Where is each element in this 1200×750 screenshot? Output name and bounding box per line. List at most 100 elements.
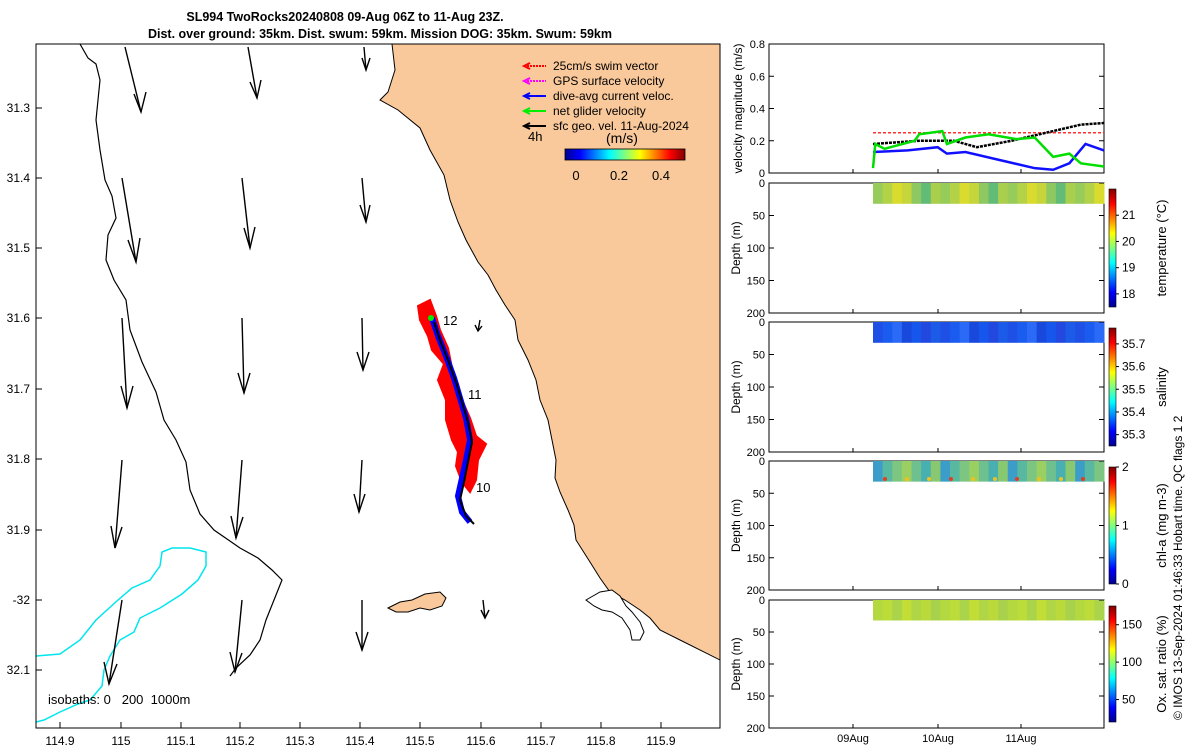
chl-a-hotspot	[905, 477, 909, 482]
chl-a-profile-cell	[1055, 461, 1066, 482]
geo-arrow	[361, 46, 371, 73]
chl-a-hotspot	[1059, 477, 1063, 482]
oxygen-profile-cell	[1065, 600, 1076, 621]
credit-text: © IMOS 13-Sep-2024 01:46:33 Hobart time.…	[1171, 415, 1185, 720]
colorbar-tick: 0	[572, 168, 579, 183]
oxygen-profile-cell	[998, 600, 1009, 621]
oxygen-panel-frame	[768, 599, 1105, 729]
map-x-tick-label: 115	[111, 734, 130, 748]
chl-a-colorbar	[1108, 466, 1117, 585]
depth-tick-label: 100	[747, 382, 765, 394]
temperature-profile-cell	[892, 183, 903, 204]
depth-axis-label: Depth (m)	[729, 360, 743, 413]
colorbar-tick-label: 35.6	[1122, 360, 1146, 374]
chl-a-profile-cell	[998, 461, 1009, 482]
map-x-tick-label: 115.7	[526, 734, 555, 748]
map-y-axis: 31.3 31.4 31.5 31.6 31.7 31.8 31.9 -32 32.1	[7, 101, 42, 677]
chl-a-profile-cell	[921, 461, 932, 482]
map-y-tick-label: 31.6	[7, 311, 31, 325]
depth-tick-label: 150	[747, 415, 765, 427]
series-line-net-glider-velocity	[871, 129, 1105, 169]
map-y-tick-label: 31.9	[7, 523, 31, 537]
temperature-profile-cell	[1036, 183, 1047, 204]
oxygen-profile-cell	[988, 600, 999, 621]
chl-a-profile-cell	[1027, 461, 1038, 482]
glider-track	[416, 298, 488, 525]
temperature-profile-cell	[959, 183, 970, 204]
depth-tick-label: 200	[747, 585, 765, 597]
geostrophic-velocity-arrows	[103, 46, 490, 687]
legend-item-net: net glider velocity	[521, 104, 646, 118]
legend-item-gps: GPS surface velocity	[521, 74, 664, 88]
isobaths-label: isobaths: 0 200 1000m	[48, 692, 190, 707]
salinity-profile-cell	[873, 322, 884, 343]
salinity-profile-cell	[1046, 322, 1057, 343]
depth-tick-label: 200	[747, 447, 765, 459]
oxygen-profile-cell	[921, 600, 932, 621]
velocity-y-tick-label: 0.6	[750, 71, 765, 83]
map-x-tick-label: 115.5	[405, 734, 434, 748]
colorbar-tick-label: 35.3	[1122, 428, 1146, 442]
velocity-y-label: velocity magnitude (m/s)	[731, 43, 745, 173]
temperature-profile-cell	[998, 183, 1009, 204]
depth-axis-label: Depth (m)	[729, 499, 743, 552]
temperature-profile-cell	[1027, 183, 1038, 204]
geo-arrow	[121, 177, 141, 265]
oxygen-profile-cell	[901, 600, 912, 621]
oxygen-colorbar-label: Ox. sat. ratio (%)	[1154, 615, 1169, 713]
oxygen-profile-cell	[1007, 600, 1018, 621]
map-frame	[35, 43, 721, 729]
plot-title-line2: Dist. over ground: 35km. Dist. swum: 59k…	[147, 27, 612, 41]
chl-a-profile-cell	[1094, 461, 1105, 482]
map-x-axis: 114.9 115 115.1 115.2 115.3 115.4 115.5 115.6 11…	[45, 722, 676, 748]
time-tick-label: 09Aug	[837, 733, 869, 745]
map-x-tick-label: 115.3	[285, 734, 314, 748]
isobath-line	[36, 547, 207, 723]
oxygen-profile-cell	[1017, 600, 1028, 621]
depth-tick-label: 100	[747, 243, 765, 255]
map-y-tick-label: 31.3	[7, 101, 31, 115]
temperature-profile-cell	[988, 183, 999, 204]
temperature-profile-cell	[1055, 183, 1066, 204]
colorbar-tick-label: 35.7	[1122, 337, 1146, 351]
temperature-profile-cell	[1094, 183, 1105, 204]
chl-a-profile-cell	[892, 461, 903, 482]
temperature-profile-cell	[1017, 183, 1028, 204]
salinity-profile-cell	[1075, 322, 1086, 343]
temperature-profile-cell	[969, 183, 980, 204]
bay-feature	[585, 589, 645, 641]
salinity-colorbar-label: salinity	[1154, 367, 1169, 407]
colorbar-units: (m/s)	[606, 130, 638, 146]
chl-a-profile-cell	[901, 461, 912, 482]
chl-a-profile-cell	[873, 461, 884, 482]
oxygen-profile-cell	[940, 600, 951, 621]
map-y-tick-label: 31.5	[7, 241, 31, 255]
chl-a-profile-cell	[1036, 461, 1047, 482]
colorbar-tick-label: 0	[1122, 577, 1129, 591]
geo-arrow	[480, 599, 490, 620]
geo-arrow	[355, 600, 369, 653]
oxygen-profile-cell	[930, 600, 941, 621]
salinity-profile-cell	[892, 322, 903, 343]
chl-a-profile-cell	[978, 461, 989, 482]
day-label-10: 10	[476, 480, 490, 495]
velocity-y-tick-label: 0.2	[750, 136, 765, 148]
salinity-profile-cell	[1065, 322, 1076, 343]
salinity-profile-cell	[1094, 322, 1105, 343]
salinity-profile-cell	[901, 322, 912, 343]
legend-item-swim: 25cm/s swim vector	[521, 59, 658, 73]
chl-a-hotspot	[1081, 477, 1085, 482]
oxygen-profile-cell	[969, 600, 980, 621]
depth-tick-label: 0	[759, 456, 765, 468]
oxygen-profile-cell	[882, 600, 893, 621]
salinity-panel-frame	[768, 321, 1105, 453]
depth-tick-label: 50	[753, 488, 765, 500]
temperature-profile-cell	[911, 183, 922, 204]
temperature-colorbar	[1108, 188, 1117, 308]
chl-a-hotspot	[949, 477, 953, 482]
salinity-colorbar	[1108, 327, 1117, 447]
salinity-profile-cell	[950, 322, 961, 343]
geo-arrow	[230, 459, 244, 541]
